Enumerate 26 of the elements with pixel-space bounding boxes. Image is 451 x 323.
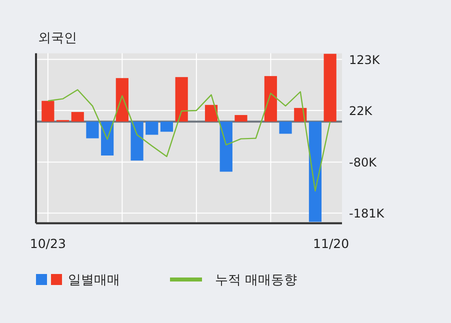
y-tick-label: 22K [349,104,374,118]
chart-title: 외국인 [38,31,77,46]
bar [324,54,336,122]
y-tick-label: -181K [349,206,386,221]
bar [234,115,248,122]
bar [175,77,188,122]
bar [264,76,277,122]
bar [220,122,232,172]
bar [71,112,84,122]
line-series [47,89,331,192]
bar [279,122,292,134]
bar [146,122,158,135]
y-tick-label: 123K [349,52,381,67]
bar [308,122,322,222]
bar [130,122,144,161]
x-tick-label: 10/23 [30,236,66,251]
legend-label: 누적 매매동향 [215,273,298,288]
bar [101,122,114,156]
bar [204,104,218,122]
legend-label: 일별매매 [68,273,120,288]
bar [160,122,174,132]
x-tick-label: 11/20 [313,236,350,251]
bar [42,100,54,122]
bar [116,78,128,122]
y-tick-label: -80K [349,156,378,170]
bar [86,122,99,138]
